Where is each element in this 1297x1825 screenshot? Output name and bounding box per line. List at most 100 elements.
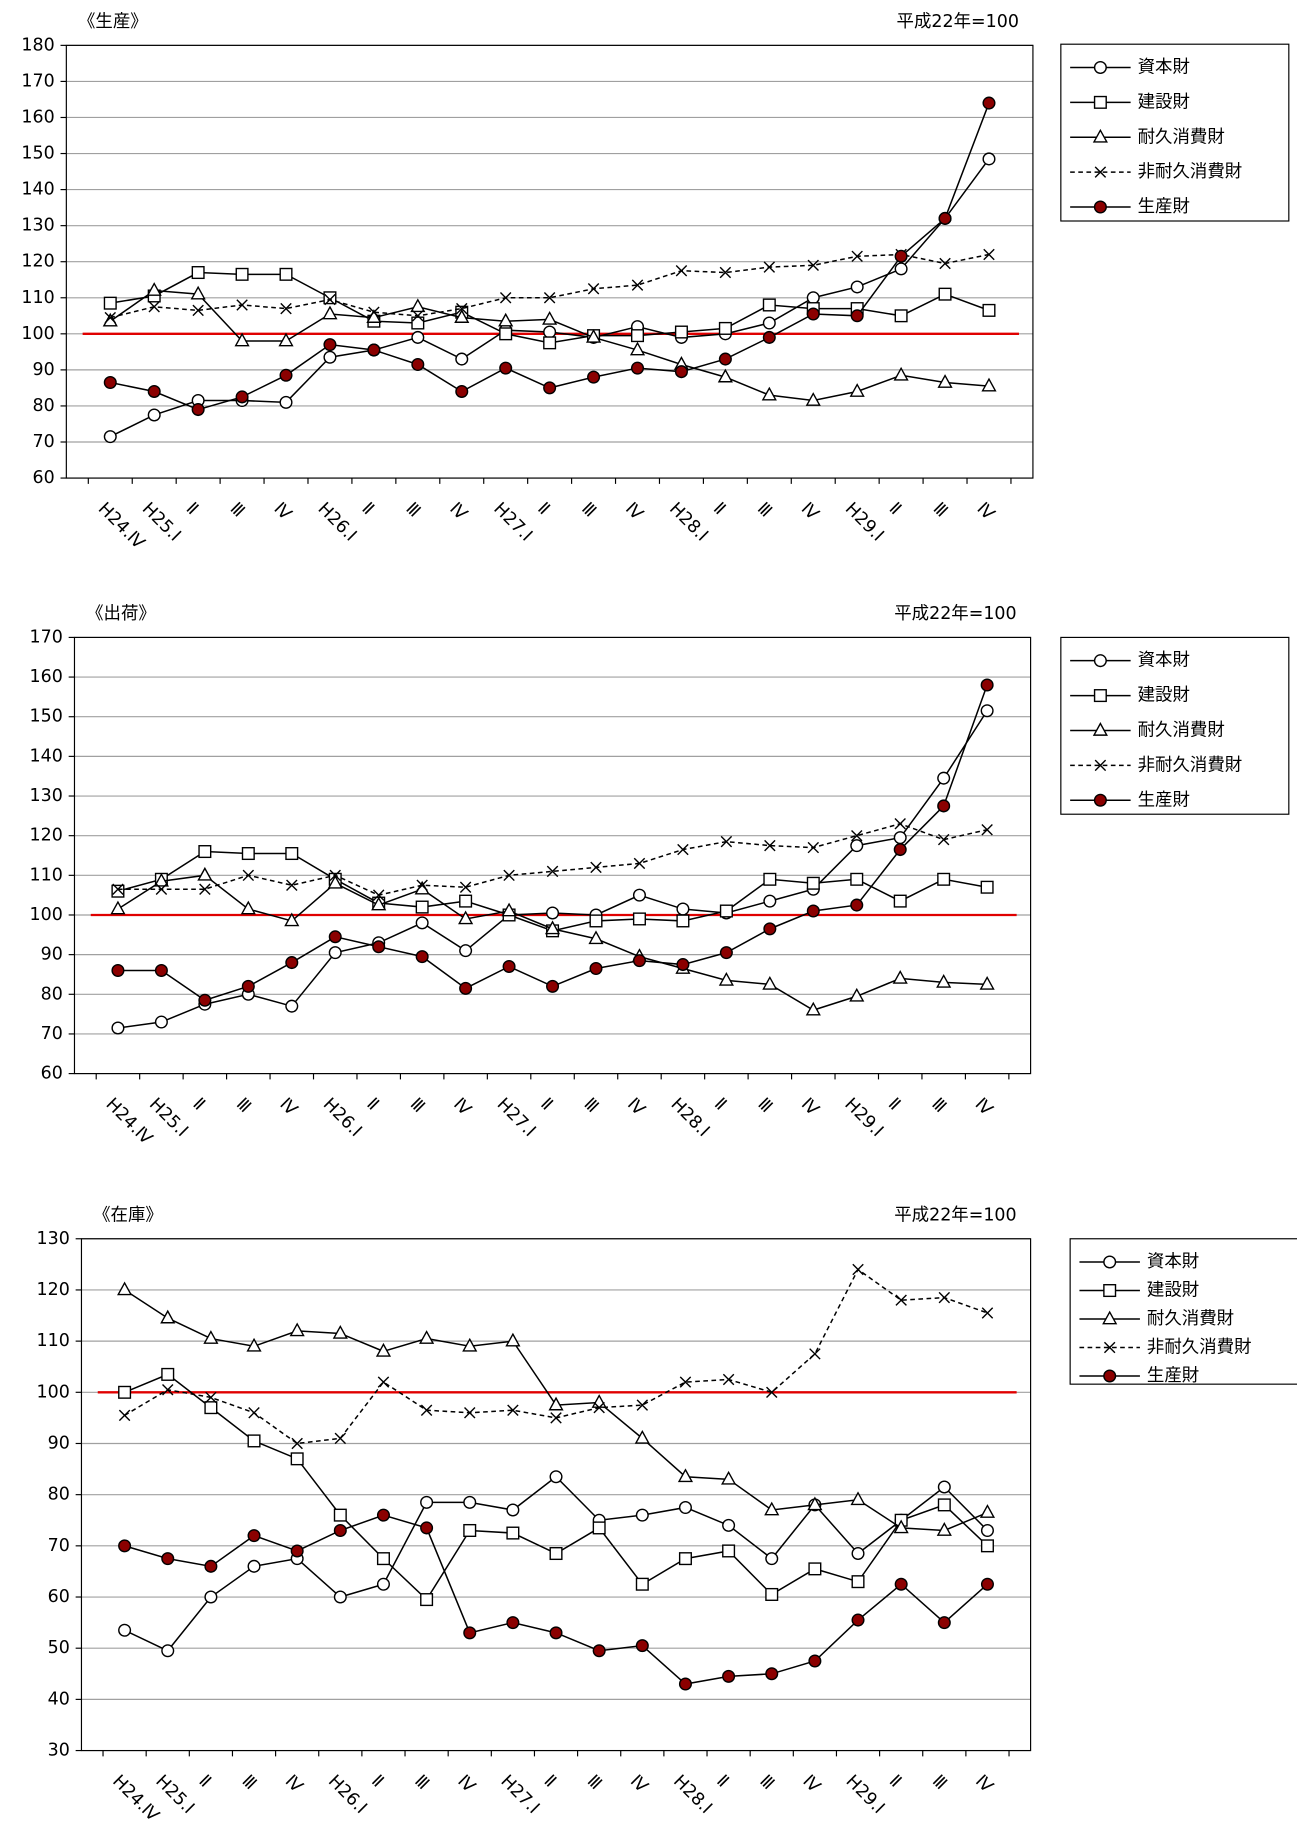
x-tick-label: H27.Ⅰ	[493, 1094, 540, 1141]
marker	[634, 1429, 650, 1444]
marker	[980, 678, 994, 692]
marker	[155, 883, 168, 895]
marker	[242, 869, 255, 882]
x-tick-label: Ⅱ	[885, 499, 905, 519]
marker	[414, 880, 430, 895]
marker	[982, 152, 996, 166]
marker	[762, 975, 778, 990]
y-tick-label: 130	[30, 786, 63, 806]
marker	[762, 330, 776, 344]
marker	[1093, 689, 1107, 703]
marker	[543, 325, 557, 339]
marker	[765, 1667, 779, 1681]
marker	[289, 1322, 305, 1337]
marker	[459, 881, 472, 893]
marker	[763, 872, 777, 886]
marker	[674, 365, 688, 379]
marker	[280, 302, 292, 315]
x-tick-label: Ⅳ	[797, 499, 823, 525]
legend-label: 非耐久消費財	[1138, 755, 1243, 775]
marker	[104, 311, 117, 324]
marker	[103, 375, 117, 390]
marker	[199, 883, 211, 895]
marker	[455, 352, 469, 366]
marker	[366, 309, 382, 323]
marker	[591, 1394, 607, 1408]
marker	[805, 392, 821, 406]
chart-title: 《出荷》	[86, 604, 156, 624]
marker	[103, 296, 117, 310]
marker	[411, 330, 425, 344]
marker	[502, 960, 516, 974]
marker	[505, 1332, 521, 1347]
marker	[630, 361, 645, 375]
marker	[376, 1552, 390, 1566]
marker	[236, 299, 248, 311]
marker	[197, 866, 213, 881]
marker	[719, 266, 732, 279]
marker	[937, 771, 951, 785]
x-tick-label: H24.Ⅳ	[94, 499, 148, 553]
marker	[546, 865, 559, 878]
marker	[506, 1616, 520, 1630]
x-tick-label: Ⅳ	[281, 1771, 307, 1797]
marker	[981, 1307, 994, 1319]
marker	[938, 211, 952, 225]
marker	[191, 403, 205, 417]
marker	[1092, 722, 1108, 736]
y-tick-label: 90	[33, 360, 55, 380]
marker	[764, 839, 776, 852]
marker	[323, 350, 337, 364]
marker	[190, 285, 206, 300]
marker	[849, 383, 865, 397]
marker	[592, 1521, 606, 1535]
marker	[850, 839, 864, 853]
marker	[154, 963, 168, 978]
marker	[851, 250, 863, 263]
marker	[720, 835, 733, 848]
marker	[722, 1544, 736, 1558]
legend-label: 生産財	[1138, 197, 1190, 217]
marker	[458, 910, 474, 925]
x-tick-label: Ⅱ	[362, 1094, 382, 1114]
marker	[761, 386, 777, 401]
marker	[377, 1376, 390, 1388]
marker	[507, 1404, 519, 1416]
marker	[982, 96, 996, 110]
marker	[420, 1521, 434, 1535]
x-tick-label: Ⅲ	[583, 1771, 606, 1794]
x-tick-label: Ⅳ	[626, 1771, 652, 1797]
marker	[549, 1470, 563, 1484]
x-tick-label: Ⅱ	[712, 1771, 732, 1791]
marker	[635, 1508, 649, 1522]
marker	[375, 1342, 392, 1357]
marker	[198, 845, 212, 859]
marker	[198, 993, 212, 1007]
marker	[204, 1559, 218, 1573]
marker	[459, 981, 473, 995]
marker	[118, 1623, 132, 1637]
marker	[161, 1367, 175, 1381]
marker	[850, 898, 864, 912]
x-tick-label: Ⅱ	[195, 1771, 215, 1791]
y-tick-label: 140	[30, 746, 63, 766]
marker	[324, 293, 336, 306]
marker	[676, 902, 690, 916]
y-tick-label: 170	[21, 71, 54, 91]
marker	[463, 1523, 477, 1538]
marker	[415, 950, 429, 964]
x-tick-label: Ⅱ	[358, 499, 378, 519]
y-tick-label: 100	[37, 1382, 70, 1402]
y-tick-label: 70	[41, 1024, 63, 1044]
marker	[241, 979, 255, 993]
x-tick-label: H27.Ⅰ	[489, 499, 536, 546]
x-tick-label: Ⅳ	[799, 1771, 825, 1797]
marker	[334, 1432, 347, 1445]
marker	[284, 912, 300, 927]
marker	[503, 869, 515, 882]
x-tick-label: H24.Ⅳ	[108, 1771, 162, 1825]
x-tick-label: H26.Ⅰ	[314, 499, 361, 546]
marker	[463, 1495, 477, 1509]
marker	[1103, 1369, 1117, 1383]
marker	[1094, 166, 1107, 178]
